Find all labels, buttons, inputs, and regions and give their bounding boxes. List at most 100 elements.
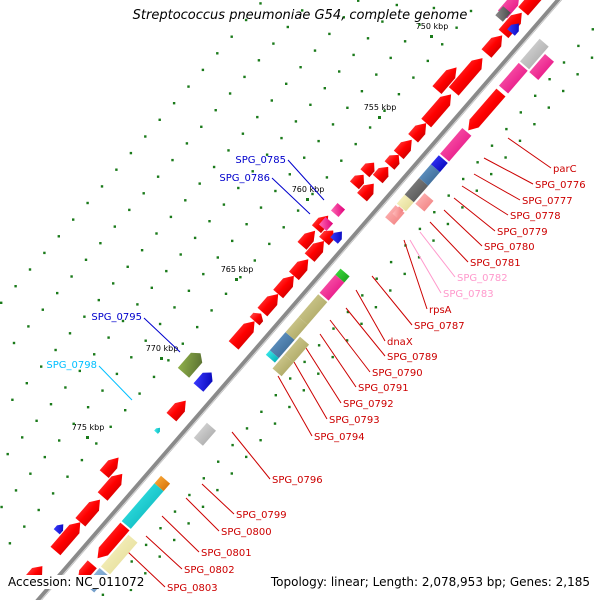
gene-0773-fwd bbox=[518, 0, 542, 16]
gene-0774-fwd bbox=[498, 12, 522, 39]
leader-SPG_0799 bbox=[201, 483, 235, 515]
leader-SPG_0783 bbox=[409, 239, 442, 294]
leader-SPG_0802 bbox=[145, 535, 183, 570]
gene-0800-rev bbox=[97, 522, 130, 559]
gene-0788-rev bbox=[298, 294, 328, 325]
gene-0787-rev bbox=[319, 274, 345, 301]
gene-label-SPG_0790: SPG_0790 bbox=[372, 368, 423, 379]
gene-0802-fwd bbox=[50, 522, 81, 556]
gene-label-SPG_0803: SPG_0803 bbox=[167, 583, 218, 594]
leader-rpsA bbox=[403, 239, 428, 310]
gene-0788-fwd2 bbox=[297, 230, 316, 250]
kbp-tick-label: 770 kbp bbox=[146, 344, 179, 353]
gene-0803-fwd bbox=[75, 499, 100, 527]
gene-0801-fwd2 bbox=[99, 457, 119, 478]
kbp-tick-mark bbox=[235, 278, 238, 281]
genome-backbone-highlight bbox=[40, 0, 562, 600]
leader-SPG_0780 bbox=[443, 209, 483, 247]
gene-label-SPG_0794: SPG_0794 bbox=[314, 432, 365, 443]
leader-dnaX bbox=[355, 289, 386, 342]
gene-label-SPG_0781: SPG_0781 bbox=[470, 258, 521, 269]
gene-0749-box bbox=[495, 6, 511, 22]
gene-rpsA-fwd bbox=[357, 183, 374, 202]
gene-0794-fwd bbox=[228, 321, 255, 350]
gene-0796-fwd bbox=[166, 400, 186, 422]
leader-SPG_0776 bbox=[483, 157, 534, 185]
leader-SPG_0787 bbox=[371, 275, 413, 326]
genome-backbone bbox=[35, 0, 562, 600]
leader-parC bbox=[507, 137, 552, 169]
gene-0780-rev bbox=[419, 164, 440, 186]
gene-0777-rev bbox=[468, 88, 506, 131]
gene-0798-rev bbox=[154, 475, 171, 492]
kbp-ticks: 750 kbp 755 kbp 760 kbp 765 kbp 770 kbp 775 k… bbox=[72, 22, 449, 439]
gene-0779-rev bbox=[430, 155, 448, 173]
gene-parC-fwd bbox=[448, 58, 483, 96]
gene-0777-fwd bbox=[421, 94, 452, 128]
gene-0794-rev2 bbox=[272, 354, 294, 377]
leader-SPG_0798 bbox=[98, 365, 133, 401]
gene-0778-rev bbox=[440, 128, 472, 162]
gene-0750-arrow bbox=[507, 23, 519, 36]
gene-label-SPG_0798: SPG_0798 bbox=[46, 360, 97, 371]
gene-label-dnaX: dnaX bbox=[387, 337, 413, 348]
gene-label-SPG_0802: SPG_0802 bbox=[184, 565, 235, 576]
gene-0791-fwd bbox=[273, 275, 294, 299]
gene-label-SPG_0778: SPG_0778 bbox=[510, 211, 561, 222]
leader-SPG_0796 bbox=[231, 431, 271, 480]
kbp-tick-mark bbox=[86, 436, 89, 439]
gene-label-SPG_0783: SPG_0783 bbox=[443, 289, 494, 300]
gene-label-SPG_0795: SPG_0795 bbox=[91, 312, 142, 323]
gene-0786-rev bbox=[335, 268, 350, 283]
leader-SPG_0781 bbox=[429, 221, 469, 263]
leader-SPG_0785 bbox=[287, 159, 325, 201]
gene-0795-rev bbox=[193, 422, 216, 446]
kbp-tick-label: 750 kbp bbox=[416, 22, 449, 31]
gene-label-SPG_0789: SPG_0789 bbox=[387, 352, 438, 363]
gene-label-SPG_0800: SPG_0800 bbox=[221, 527, 272, 538]
leader-SPG_0778 bbox=[461, 185, 509, 216]
gene-label-SPG_0787: SPG_0787 bbox=[414, 321, 465, 332]
leader-SPG_0777 bbox=[473, 173, 521, 201]
gene-label-SPG_0779: SPG_0779 bbox=[497, 227, 548, 238]
gene-0782-rev bbox=[396, 194, 414, 212]
leader-SPG_0790 bbox=[329, 319, 371, 373]
leader-SPG_0803 bbox=[127, 551, 166, 588]
gene-0791-rev bbox=[265, 350, 279, 363]
gene-0790-fwd bbox=[289, 259, 309, 281]
leader-SPG_0791 bbox=[319, 333, 357, 388]
gene-0783-fwd2 bbox=[360, 162, 375, 178]
gene-0785-box bbox=[330, 202, 346, 218]
gene-0792-fwd bbox=[257, 294, 279, 317]
leader-SPG_0800 bbox=[185, 497, 220, 532]
gene-0785b-box bbox=[318, 216, 334, 232]
gene-0784-fwd2 bbox=[349, 174, 364, 190]
gene-label-rpsA: rpsA bbox=[429, 305, 452, 316]
kbp-tick-label: 765 kbp bbox=[221, 265, 254, 274]
gene-0795-arrow bbox=[193, 372, 213, 392]
gene-label-SPG_0801: SPG_0801 bbox=[201, 548, 252, 559]
gene-0775-fwd bbox=[481, 35, 503, 58]
gene-0798-tiny bbox=[154, 427, 160, 434]
gene-0804-small bbox=[392, 206, 404, 218]
gene-0782-fwd bbox=[372, 166, 389, 184]
label-leaders bbox=[98, 137, 552, 588]
gene-label-SPG_0792: SPG_0792 bbox=[343, 399, 394, 410]
gene-label-SPG_0796: SPG_0796 bbox=[272, 475, 323, 486]
leader-SPG_0786 bbox=[271, 177, 311, 215]
gene-0802-rev2 bbox=[100, 534, 138, 575]
gene-0781-rev bbox=[404, 177, 429, 203]
gene-label-SPG_0782: SPG_0782 bbox=[457, 273, 508, 284]
gene-label-SPG_0776: SPG_0776 bbox=[535, 180, 586, 191]
gene-0793-fwd bbox=[249, 312, 264, 326]
gene-label-SPG_0777: SPG_0777 bbox=[522, 196, 573, 207]
kbp-tick-mark bbox=[306, 198, 309, 201]
gene-label-SPG_0791: SPG_0791 bbox=[358, 383, 409, 394]
gene-0792-rev2 bbox=[284, 336, 310, 363]
leader-SPG_0794 bbox=[277, 375, 313, 437]
gene-0785-rev2 bbox=[415, 193, 434, 212]
gene-label-SPG_0785: SPG_0785 bbox=[235, 155, 286, 166]
gene-label-parC: parC bbox=[553, 164, 577, 175]
leader-SPG_0779 bbox=[453, 197, 496, 232]
